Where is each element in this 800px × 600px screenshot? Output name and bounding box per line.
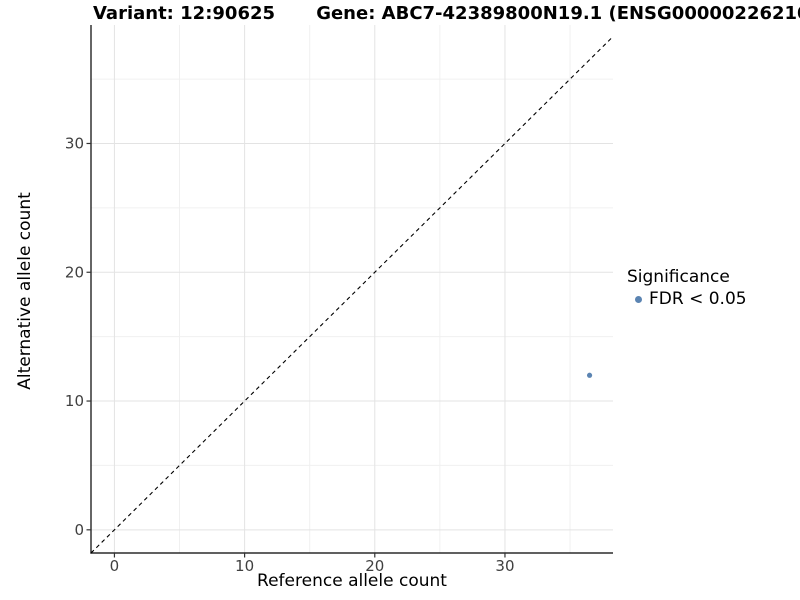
data-point bbox=[586, 372, 593, 378]
legend: Significance FDR < 0.05 bbox=[627, 267, 747, 310]
identity-line bbox=[90, 36, 614, 554]
y-tick-label: 10 bbox=[65, 392, 84, 410]
legend-item-label: FDR < 0.05 bbox=[649, 289, 747, 309]
variant-title: Variant: 12:90625 bbox=[92, 3, 276, 24]
y-tick-label: 0 bbox=[74, 521, 84, 539]
legend-marker-dot bbox=[635, 295, 642, 303]
legend-title: Significance bbox=[627, 267, 730, 287]
x-tick-label: 0 bbox=[110, 557, 120, 575]
legend-item: FDR < 0.05 bbox=[627, 289, 747, 309]
x-axis-label: Reference allele count bbox=[257, 571, 447, 591]
x-tick-label: 10 bbox=[235, 557, 254, 575]
y-tick-label: 20 bbox=[65, 263, 84, 281]
gene-title: Gene: ABC7-42389800N19.1 (ENSG0000022621… bbox=[316, 3, 800, 24]
x-tick-label: 20 bbox=[365, 557, 384, 575]
y-tick-label: 30 bbox=[65, 134, 84, 152]
x-tick-label: 30 bbox=[495, 557, 514, 575]
